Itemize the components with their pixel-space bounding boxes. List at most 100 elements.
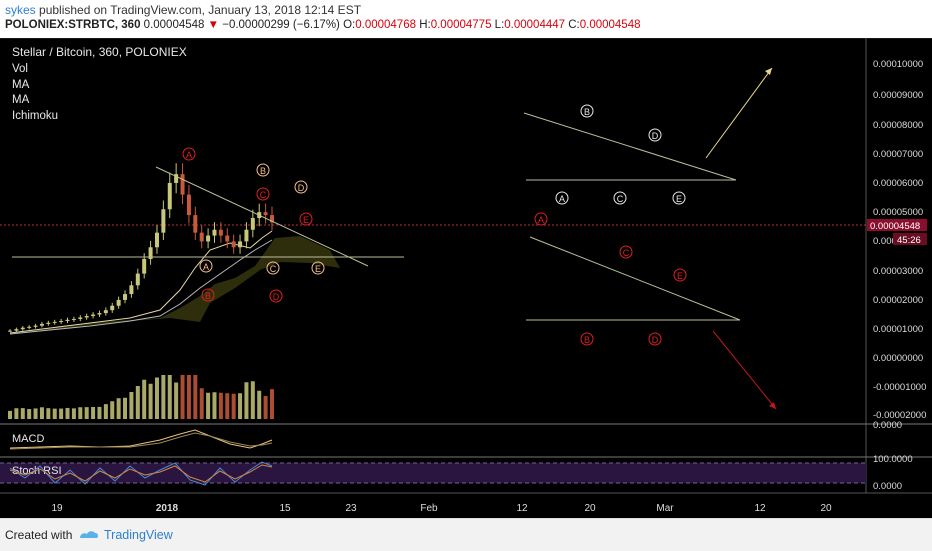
candle-body [142, 258, 147, 274]
last-price: 0.00004548 [143, 19, 205, 31]
candle-body [263, 212, 268, 216]
candle-body [225, 235, 230, 242]
candle-body [206, 235, 211, 242]
candle-body [52, 321, 57, 323]
volume-bar [123, 397, 128, 419]
price-tick: 0.00002000 [873, 295, 923, 306]
ohlc-line: POLONIEX:STRBTC, 360 0.00004548 ▼ −0.000… [5, 19, 641, 31]
price-tick: 0.00007000 [873, 149, 923, 160]
price-tick: 0.00003000 [873, 266, 923, 277]
legend-title: Stellar / Bitcoin, 360, POLONIEX [12, 45, 187, 59]
volume-bar [142, 379, 147, 419]
volume-bar [20, 408, 25, 419]
volume-bar [27, 409, 32, 419]
chart-area[interactable]: Stellar / Bitcoin, 360, POLONIEX Vol MA … [0, 37, 932, 518]
wave-label-C: C [270, 264, 277, 274]
legend-item-vol: Vol [12, 63, 28, 75]
candle-body [180, 174, 185, 195]
candle-body [103, 310, 108, 314]
tradingview-link[interactable]: TradingView [104, 528, 173, 542]
wave-label-D: D [652, 131, 659, 141]
arrow-up-line [705, 67, 773, 159]
macd-label: MACD [12, 433, 44, 445]
volume-bar [174, 382, 179, 419]
candle-body [250, 218, 255, 230]
volume-bar [186, 375, 191, 419]
volume-bar [270, 389, 274, 419]
candle-body [33, 325, 38, 327]
high-value: 0.00004775 [430, 19, 492, 31]
rsi-tick: 100.0000 [873, 454, 913, 465]
wave-labels-primary: A B C D E A B C D E [182, 147, 325, 303]
candle-body [270, 215, 274, 223]
tradingview-logo-icon[interactable] [78, 528, 100, 542]
candle-body [199, 232, 204, 242]
time-tick: 23 [345, 503, 357, 514]
candle-body [212, 229, 217, 236]
volume-bar [110, 401, 115, 419]
candle-body [59, 320, 64, 322]
volume-bar [135, 386, 140, 419]
close-label: C: [568, 19, 580, 31]
macd-tick: 0.0000 [873, 420, 902, 431]
stoch-d-line [9, 464, 273, 483]
candle-body [186, 194, 191, 216]
volume-bar [212, 392, 217, 419]
volume-bar [206, 392, 211, 419]
candle-body [231, 241, 236, 248]
arrow-up-icon [765, 68, 772, 75]
wave-labels-schematic-bear: A C E B D [534, 212, 687, 346]
volume-bar [71, 408, 76, 419]
volume-bar [8, 410, 12, 419]
candle-body [135, 273, 140, 286]
time-tick: Feb [420, 503, 438, 514]
price-tick: -0.00001000 [873, 382, 926, 393]
candle-body [218, 229, 223, 236]
candle-body [167, 182, 172, 210]
price-tick: 0.00006000 [873, 178, 923, 189]
price-tick: 0.00010000 [873, 59, 923, 70]
wave-label-C: C [617, 194, 624, 204]
candle-body [20, 327, 25, 330]
time-tick: Mar [656, 503, 674, 514]
candle-body [27, 326, 32, 328]
volume-group [8, 375, 274, 419]
price-tick: 0.00000000 [873, 353, 923, 364]
candle-body [97, 313, 102, 315]
upper-trendline [155, 166, 369, 267]
volume-bar [244, 382, 249, 419]
candle-body [91, 314, 96, 317]
price-tick: -0.00002000 [873, 410, 926, 421]
wave-label-E: E [315, 264, 321, 274]
macd-signal-line [9, 432, 273, 450]
volume-bar [161, 375, 166, 419]
volume-bar [199, 388, 204, 419]
symbol-label: POLONIEX:STRBTC, 360 [5, 19, 141, 31]
low-label: L: [494, 19, 505, 31]
publisher-line: sykes published on TradingView.com, Janu… [5, 3, 361, 17]
volume-bar [46, 408, 51, 419]
wave-label-A: A [538, 215, 544, 225]
volume-bar [238, 393, 243, 419]
volume-bar [78, 407, 83, 419]
volume-bar [263, 396, 268, 419]
wave-label-A: A [559, 194, 565, 204]
price-change: −0.00000299 (−6.17%) [222, 19, 340, 31]
volume-bar [84, 407, 89, 419]
time-tick: 20 [584, 503, 596, 514]
wave-label-D: D [273, 292, 280, 302]
price-tick: 0.00009000 [873, 90, 923, 101]
time-tick: 12 [754, 503, 766, 514]
candle-body [84, 316, 89, 318]
wave-label-E: E [676, 194, 682, 204]
arrow-down-icon [769, 402, 776, 409]
low-value: 0.00004447 [504, 19, 566, 31]
price-axis[interactable]: 0.00010000 0.00009000 0.00008000 0.00007… [873, 59, 926, 421]
wave-label-C: C [623, 248, 630, 258]
publisher-username[interactable]: sykes [5, 3, 36, 17]
time-tick: 2018 [156, 503, 179, 514]
price-tick: 0.00001000 [873, 324, 923, 335]
candle-body [238, 241, 243, 248]
wave-label-D: D [298, 183, 305, 193]
time-axis[interactable]: 19 2018 15 23 Feb 12 20 Mar 12 20 [51, 503, 832, 514]
